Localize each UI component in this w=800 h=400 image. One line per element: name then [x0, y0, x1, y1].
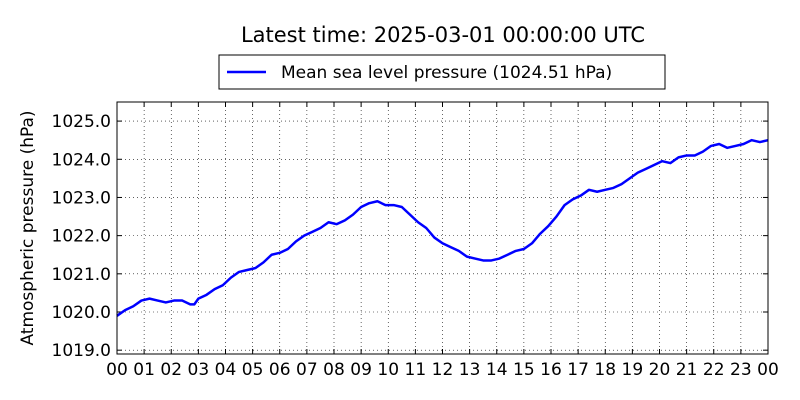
y-tick-label: 1024.0 [52, 150, 111, 170]
x-tick-label: 05 [242, 360, 264, 380]
x-tick-label: 11 [405, 360, 427, 380]
x-tick-label: 12 [432, 360, 454, 380]
x-tick-label: 03 [188, 360, 210, 380]
x-tick-label: 15 [513, 360, 535, 380]
series-group [116, 138, 769, 317]
series-line-mslp [116, 138, 769, 317]
y-tick-label: 1022.0 [52, 227, 111, 247]
x-tick-label: 23 [730, 360, 752, 380]
x-tick-label: 06 [269, 360, 291, 380]
legend-box [218, 54, 666, 90]
y-tick-labels: 1019.0 1020.0 1021.0 1022.0 1023.0 1024.0 1025… [52, 112, 111, 361]
x-tick-label: 21 [676, 360, 698, 380]
x-tick-label: 16 [540, 360, 562, 380]
x-tick-label: 01 [133, 360, 155, 380]
chart-title: Latest time: 2025-03-01 00:00:00 UTC [241, 23, 645, 47]
y-tick-label: 1021.0 [52, 265, 111, 285]
grid-lines [116, 102, 769, 354]
x-tick-label: 10 [377, 360, 399, 380]
x-tick-label: 22 [703, 360, 725, 380]
y-tick-label: 1019.0 [52, 341, 111, 361]
y-axis-label: Atmospheric pressure (hPa) [18, 110, 38, 345]
x-tick-label: 00 [106, 360, 128, 380]
y-tick-label: 1023.0 [52, 188, 111, 208]
x-tick-label: 19 [622, 360, 644, 380]
x-tick-label: 20 [649, 360, 671, 380]
legend-label: Mean sea level pressure (1024.51 hPa) [281, 63, 612, 83]
x-tick-label: 02 [160, 360, 182, 380]
x-tick-label: 14 [486, 360, 508, 380]
x-tick-label: 13 [459, 360, 481, 380]
x-tick-label: 00 [757, 360, 779, 380]
axis-ticks [116, 102, 769, 354]
x-tick-labels: 00 01 02 03 04 05 06 07 08 09 10 11 12 13 14 15 16 17 18 19… [106, 360, 779, 380]
y-tick-label: 1025.0 [52, 112, 111, 132]
x-tick-label: 04 [215, 360, 237, 380]
x-tick-label: 09 [350, 360, 372, 380]
x-tick-label: 08 [323, 360, 345, 380]
x-tick-label: 18 [594, 360, 616, 380]
legend: Mean sea level pressure (1024.51 hPa) [218, 54, 666, 90]
y-tick-label: 1020.0 [52, 303, 111, 323]
x-tick-label: 07 [296, 360, 318, 380]
x-tick-label: 17 [567, 360, 589, 380]
plot-frame [116, 101, 769, 355]
